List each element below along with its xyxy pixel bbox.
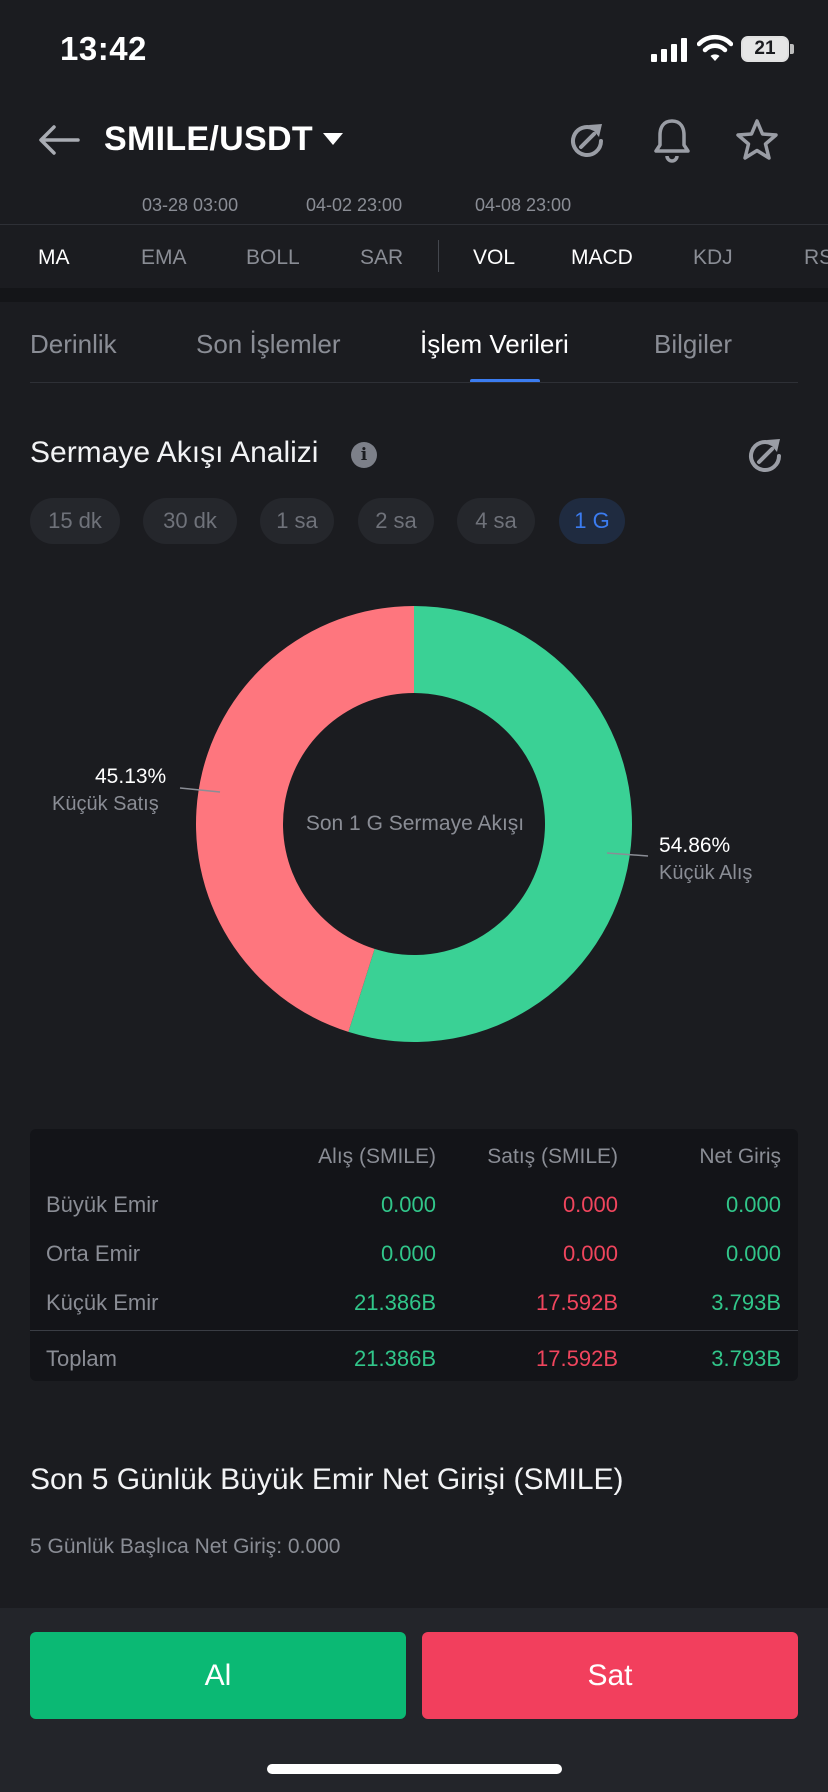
row-label-buyuk: Büyük Emir — [46, 1192, 159, 1217]
indicator-ema[interactable]: EMA — [141, 246, 187, 269]
cell-toplam-sell: 17.592B — [536, 1346, 618, 1371]
row-label-kucuk: Küçük Emir — [46, 1290, 159, 1315]
row-label-toplam: Toplam — [46, 1346, 117, 1371]
buy-button[interactable]: Al — [30, 1632, 406, 1719]
cell-kucuk-buy: 21.386B — [354, 1290, 436, 1315]
col-header-net: Net Giriş — [699, 1145, 781, 1168]
donut-center-label: Son 1 G Sermaye Akışı — [305, 812, 525, 835]
indicator-separator — [438, 240, 439, 272]
tab-derinlik[interactable]: Derinlik — [30, 329, 117, 359]
back-arrow-icon[interactable] — [38, 124, 82, 156]
wifi-icon — [697, 34, 733, 61]
slice-kucuk-satis — [196, 606, 414, 1032]
refresh-icon[interactable] — [567, 120, 609, 162]
info-icon[interactable]: i — [351, 442, 377, 468]
date-label-1: 03-28 03:00 — [142, 195, 239, 215]
battery-tip — [790, 44, 794, 54]
row-label-orta: Orta Emir — [46, 1241, 141, 1266]
five-day-title: Son 5 Günlük Büyük Emir Net Girişi (SMIL… — [30, 1463, 624, 1496]
col-header-sell: Satış (SMILE) — [487, 1145, 618, 1168]
tab-islem-verileri[interactable]: İşlem Verileri — [420, 329, 569, 359]
cell-orta-buy: 0.000 — [380, 1241, 436, 1266]
indicator-sar[interactable]: SAR — [360, 246, 404, 269]
cell-toplam-net: 3.793B — [711, 1346, 781, 1371]
label-satis-name: Küçük Satış — [52, 793, 159, 815]
section-band — [0, 288, 828, 302]
pair-dropdown-icon[interactable] — [322, 132, 344, 146]
pair-title[interactable]: SMILE/USDT — [104, 120, 313, 158]
tab-bilgiler[interactable]: Bilgiler — [654, 329, 733, 359]
label-alis-name: Küçük Alış — [659, 862, 753, 884]
cell-buyuk-net: 0.000 — [725, 1192, 781, 1217]
active-tab-indicator — [470, 379, 540, 383]
indicator-macd[interactable]: MACD — [571, 246, 633, 269]
col-header-buy: Alış (SMILE) — [318, 1145, 436, 1168]
battery-icon: 21 — [741, 36, 789, 62]
sell-button[interactable]: Sat — [422, 1632, 798, 1719]
home-indicator — [267, 1764, 562, 1774]
cell-toplam-buy: 21.386B — [354, 1346, 436, 1371]
chip-15dk[interactable]: 15 dk — [30, 498, 120, 544]
cell-buyuk-buy: 0.000 — [380, 1192, 436, 1217]
chip-1sa[interactable]: 1 sa — [260, 498, 334, 544]
date-label-3: 04-08 23:00 — [475, 195, 572, 215]
indicator-kdj[interactable]: KDJ — [693, 246, 733, 269]
leader-line-satis — [179, 787, 221, 793]
indicator-boll[interactable]: BOLL — [246, 246, 300, 269]
label-alis-percent: 54.86% — [659, 834, 731, 857]
chip-30dk[interactable]: 30 dk — [143, 498, 237, 544]
tab-divider — [30, 382, 798, 383]
section-refresh-icon[interactable] — [745, 435, 787, 477]
cell-kucuk-sell: 17.592B — [536, 1290, 618, 1315]
chip-1g[interactable]: 1 G — [559, 498, 625, 544]
cell-orta-sell: 0.000 — [562, 1241, 618, 1266]
section-title: Sermaye Akışı Analizi — [30, 436, 319, 469]
cell-orta-net: 0.000 — [725, 1241, 781, 1266]
indicator-ma[interactable]: MA — [38, 246, 70, 269]
total-divider — [30, 1330, 798, 1331]
bell-icon[interactable] — [652, 117, 692, 163]
status-time: 13:42 — [60, 30, 147, 67]
tab-son-islemler[interactable]: Son İşlemler — [196, 329, 341, 359]
cellular-signal-icon — [651, 38, 687, 62]
chip-2sa[interactable]: 2 sa — [358, 498, 434, 544]
favorite-star-icon[interactable] — [735, 118, 779, 162]
cell-kucuk-net: 3.793B — [711, 1290, 781, 1315]
slice-kucuk-alis — [348, 606, 633, 1042]
indicator-rsi-clip: RSI — [800, 240, 828, 280]
indicator-vol[interactable]: VOL — [473, 246, 516, 269]
capital-flow-donut — [179, 606, 649, 1042]
indicator-top-divider — [0, 224, 828, 225]
label-satis-percent: 45.13% — [95, 765, 167, 788]
chip-4sa[interactable]: 4 sa — [457, 498, 535, 544]
leader-line-alis — [606, 852, 649, 857]
date-label-2: 04-02 23:00 — [306, 195, 403, 215]
cell-buyuk-sell: 0.000 — [562, 1192, 618, 1217]
five-day-subtitle: 5 Günlük Başlıca Net Giriş: 0.000 — [30, 1535, 341, 1558]
indicator-rsi[interactable]: RSI — [804, 246, 828, 269]
capital-flow-table — [30, 1129, 798, 1381]
